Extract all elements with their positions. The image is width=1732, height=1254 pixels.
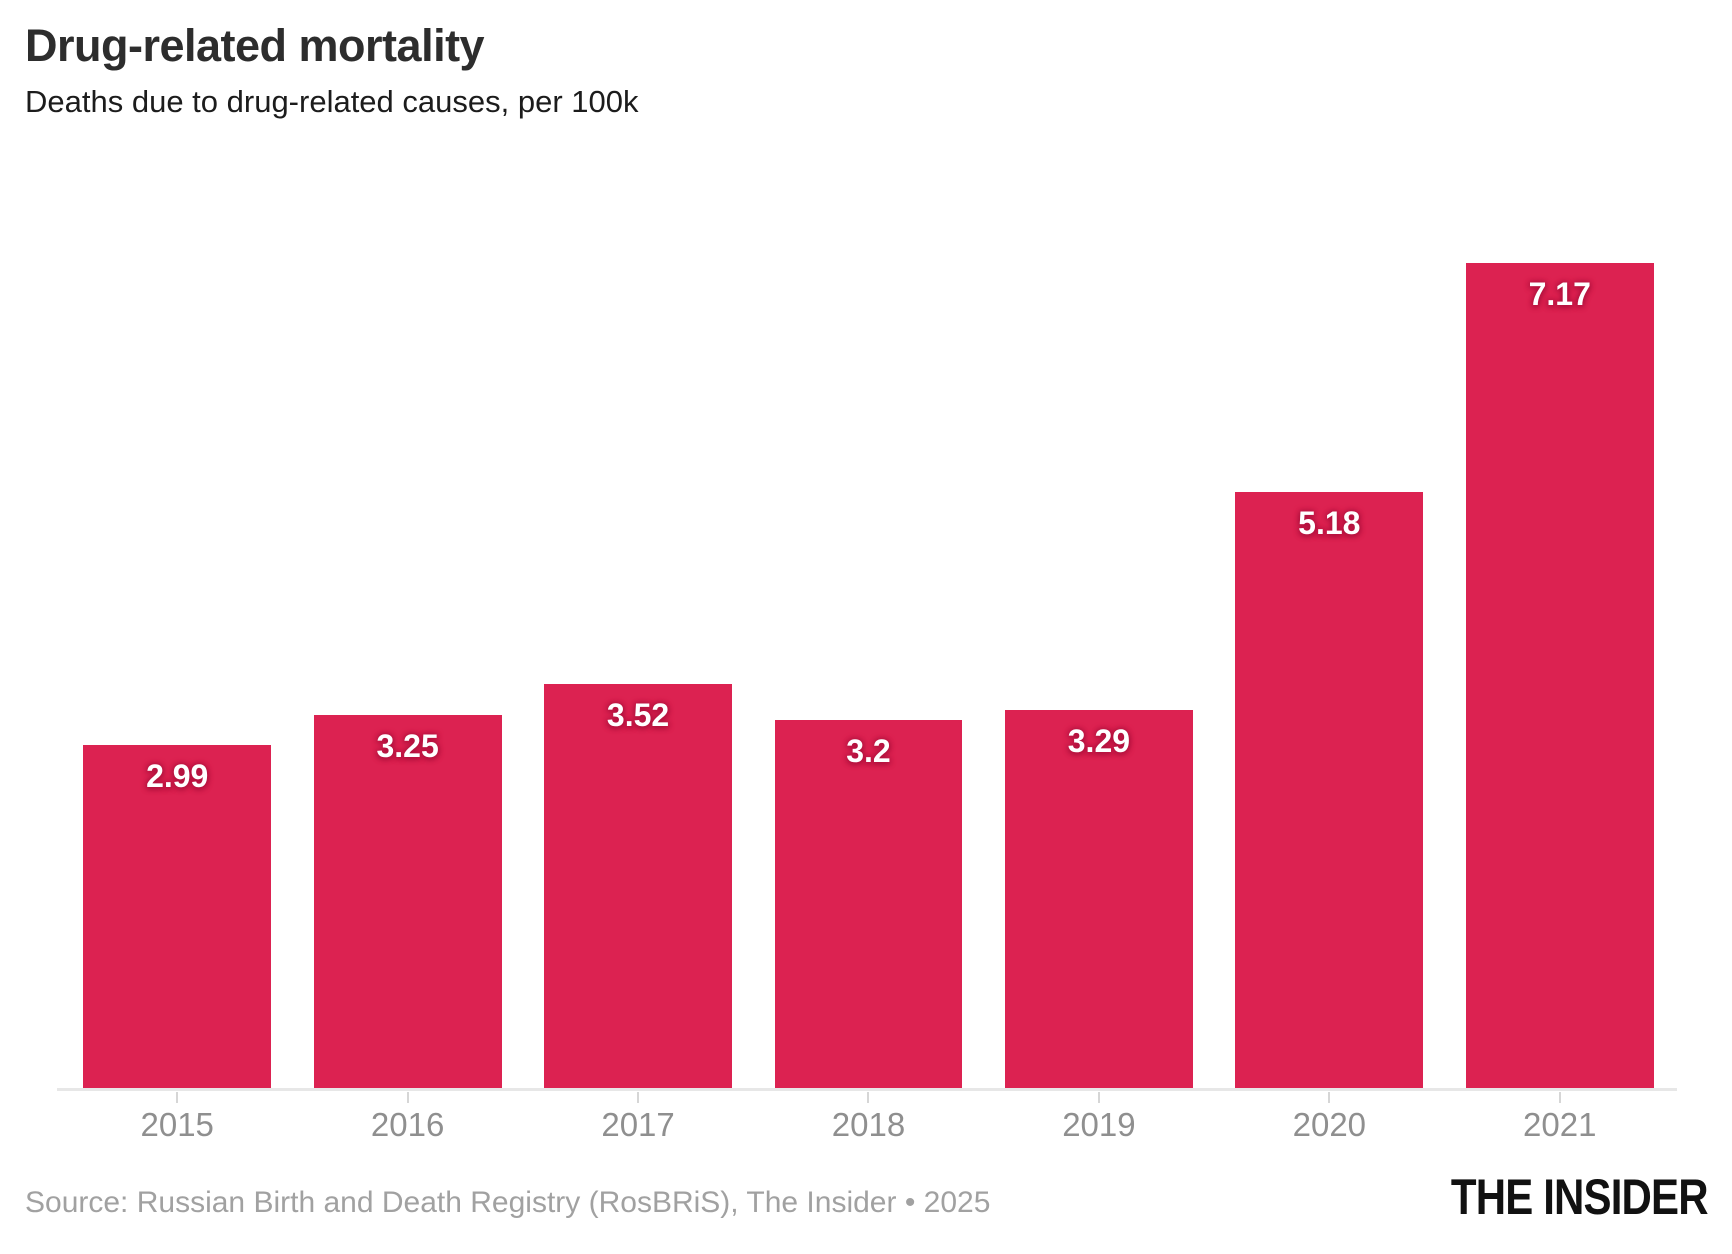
bar-2020: 5.18 (1235, 492, 1424, 1089)
x-axis-tick (867, 1092, 870, 1103)
bar-slot-2015: 2.99 2015 (62, 263, 292, 1143)
x-axis-label: 2017 (601, 1106, 675, 1143)
x-axis-label: 2020 (1292, 1106, 1367, 1143)
bar-2017: 3.52 (544, 683, 732, 1089)
bar-2016: 3.25 (313, 714, 502, 1089)
x-axis-tick (1328, 1092, 1331, 1103)
bar-value-label: 5.18 (1298, 505, 1361, 542)
chart-title: Drug-related mortality (25, 20, 485, 71)
x-axis-tick (1558, 1092, 1561, 1103)
bar-slot-2018: 3.2 2018 (753, 263, 983, 1143)
bar-slot-2017: 3.52 2017 (523, 263, 753, 1143)
x-axis-baseline (57, 1088, 1677, 1091)
bar-2018: 3.2 (774, 720, 963, 1089)
bar-2019: 3.29 (1005, 710, 1193, 1089)
x-axis-label: 2019 (1062, 1106, 1136, 1143)
bar-chart-plot-area: 2.99 2015 3.25 2016 3.52 2017 3.2 2018 3.29 2019 5… (62, 263, 1675, 1143)
bar-2015: 2.99 (83, 744, 272, 1089)
bar-value-label: 3.52 (606, 696, 670, 733)
source-attribution: Source: Russian Birth and Death Registry… (25, 1186, 991, 1219)
bar-value-label: 7.17 (1528, 276, 1591, 312)
bar-value-label: 3.2 (846, 733, 891, 770)
x-axis-tick (1097, 1092, 1100, 1103)
bar-slot-2016: 3.25 2016 (292, 263, 522, 1143)
x-axis-tick (176, 1092, 179, 1103)
bar-value-label: 3.25 (376, 727, 439, 764)
x-axis-tick (406, 1092, 409, 1103)
bar-slot-2019: 3.29 2019 (984, 263, 1214, 1143)
bar-value-label: 2.99 (146, 757, 209, 794)
bar-slot-2021: 7.17 2021 (1445, 263, 1675, 1143)
chart-subtitle: Deaths due to drug-related causes, per 1… (25, 84, 639, 119)
bar-slot-2020: 5.18 2020 (1214, 263, 1444, 1143)
x-axis-label: 2016 (370, 1106, 445, 1143)
x-axis-label: 2018 (831, 1106, 906, 1143)
the-insider-logo: THE INSIDER (1451, 1169, 1709, 1225)
x-axis-tick (637, 1092, 640, 1103)
bar-value-label: 3.29 (1067, 723, 1131, 759)
x-axis-label: 2021 (1523, 1106, 1597, 1143)
x-axis-label: 2015 (140, 1106, 214, 1143)
bar-2021: 7.17 (1465, 263, 1654, 1089)
